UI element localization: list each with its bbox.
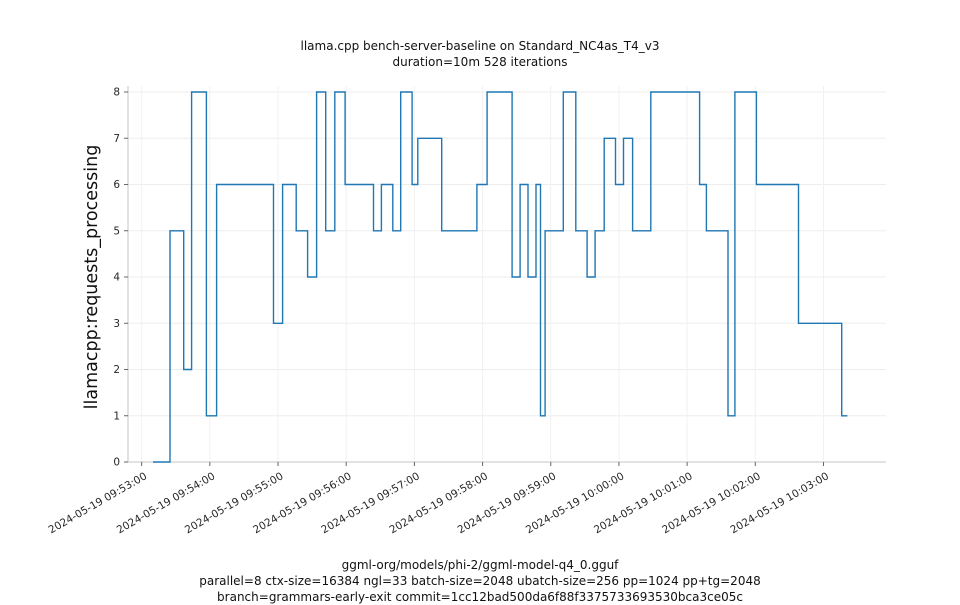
y-tick-label: 6 bbox=[113, 179, 120, 191]
y-tick-label: 5 bbox=[113, 225, 120, 237]
y-tick-label: 4 bbox=[113, 272, 120, 284]
caption-model-path: ggml-org/models/phi-2/ggml-model-q4_0.gg… bbox=[341, 558, 619, 572]
y-tick-label: 0 bbox=[113, 457, 120, 469]
y-tick-label: 7 bbox=[113, 133, 120, 145]
chart-caption-block: ggml-org/models/phi-2/ggml-model-q4_0.gg… bbox=[0, 557, 960, 605]
chart-subtitle: duration=10m 528 iterations bbox=[392, 55, 568, 69]
chart-title: llama.cpp bench-server-baseline on Stand… bbox=[300, 39, 660, 53]
y-tick-label: 1 bbox=[113, 410, 120, 422]
chart-title-block: llama.cpp bench-server-baseline on Stand… bbox=[0, 38, 960, 70]
requests-processing-step-line bbox=[153, 91, 848, 463]
y-axis-label: llamacpp:requests_processing bbox=[82, 145, 102, 410]
y-tick-label: 2 bbox=[113, 364, 120, 376]
caption-params: parallel=8 ctx-size=16384 ngl=33 batch-s… bbox=[199, 574, 761, 588]
y-tick-label: 8 bbox=[113, 87, 120, 99]
y-tick-label: 3 bbox=[113, 318, 120, 330]
caption-branch-commit: branch=grammars-early-exit commit=1cc12b… bbox=[217, 590, 743, 604]
